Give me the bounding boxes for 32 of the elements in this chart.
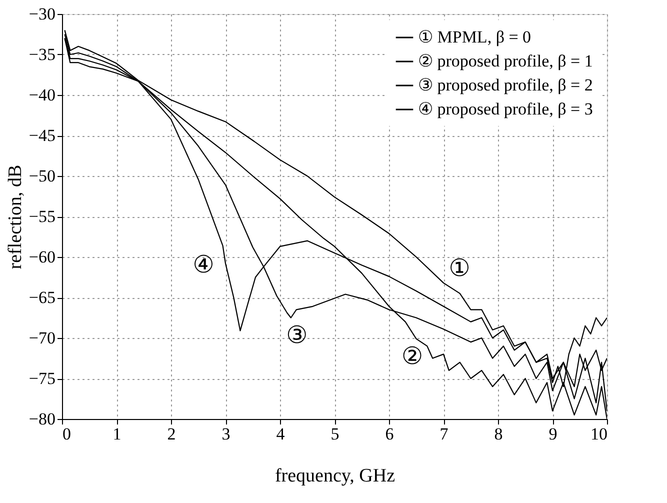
annotation: ③ xyxy=(286,320,308,349)
annotation: ① xyxy=(448,254,470,282)
x-tick-label: 1 xyxy=(112,424,122,444)
x-tick-label: 8 xyxy=(494,424,503,444)
y-tick-label: −70 xyxy=(28,328,56,348)
y-tick-label: −45 xyxy=(28,126,56,145)
x-tick-label: 6 xyxy=(385,424,394,444)
y-tick-label: −40 xyxy=(28,86,56,104)
y-axis-title: reflection, dB xyxy=(4,164,26,270)
legend-label: ④ proposed profile, β = 3 xyxy=(418,100,593,118)
y-tick-label: −75 xyxy=(28,369,56,388)
legend-label: ③ proposed profile, β = 2 xyxy=(418,76,593,94)
y-tick-label: −65 xyxy=(28,288,56,307)
x-tick-label: 9 xyxy=(548,424,558,444)
legend-label: ① MPML, β = 0 xyxy=(418,28,532,46)
x-tick-label: 10 xyxy=(590,424,608,444)
x-tick-label: 4 xyxy=(276,424,286,444)
y-tick-label: −35 xyxy=(28,45,56,64)
y-tick-label: −60 xyxy=(28,248,56,266)
y-tick-label: −30 xyxy=(28,4,56,24)
y-tick-label: −55 xyxy=(28,207,56,226)
x-tick-label: 0 xyxy=(62,424,71,444)
x-axis-title: frequency, GHz xyxy=(274,466,396,486)
y-tick-label: −50 xyxy=(28,166,56,186)
x-tick-label: 5 xyxy=(330,424,340,444)
legend-label: ② proposed profile, β = 1 xyxy=(418,52,593,70)
annotation: ② xyxy=(401,342,424,370)
x-tick-label: 2 xyxy=(167,424,176,444)
y-tick-label: −80 xyxy=(28,410,56,428)
annotation: ④ xyxy=(192,250,214,278)
x-tick-label: 7 xyxy=(440,424,449,444)
x-tick-label: 3 xyxy=(222,424,230,444)
